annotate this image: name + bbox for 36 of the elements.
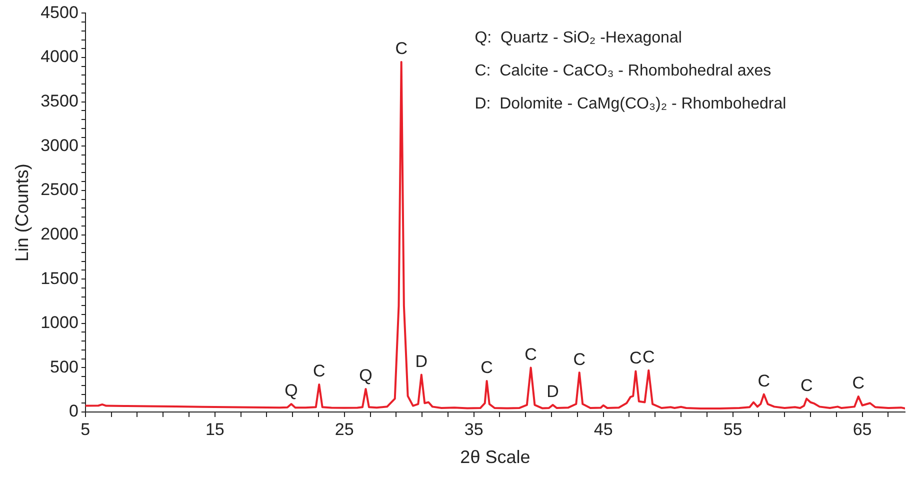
y-tick-label: 3000 — [40, 136, 78, 155]
y-tick-label: 4000 — [40, 47, 78, 66]
y-tick-label: 2000 — [40, 224, 78, 244]
y-tick-label: 3500 — [40, 92, 78, 111]
annotation: C: Calcite - CaCO₃ - Rhombohedral axes — [474, 62, 772, 80]
annotation: Q — [359, 366, 372, 386]
annotation: D — [415, 352, 428, 371]
y-tick-label: 1000 — [40, 313, 78, 332]
x-tick-label: 25 — [334, 420, 354, 439]
x-axis-title: 2θ Scale — [460, 447, 530, 468]
y-tick-label: 0 — [68, 402, 78, 421]
x-tick-label: 55 — [723, 420, 742, 439]
annotation: C — [758, 371, 770, 390]
x-tick-label: 15 — [205, 420, 224, 439]
annotation: C — [630, 348, 642, 368]
x-tick-label: 65 — [852, 420, 872, 439]
annotation: D: Dolomite - CaMg(CO₃)₂ - Rhombohedral — [474, 96, 786, 113]
annotation: C — [800, 376, 813, 395]
annotation: C — [573, 350, 586, 369]
y-tick-label: 500 — [50, 357, 78, 376]
annotation: C — [480, 358, 493, 378]
annotation: C — [524, 344, 537, 364]
annotation: Q — [284, 381, 298, 400]
annotation: C — [852, 374, 865, 393]
annotation: C — [395, 39, 408, 58]
annotation: Q: Quartz - SiO₂ -Hexagonal — [474, 30, 682, 47]
y-axis-title: Lin (Counts) — [12, 164, 32, 262]
annotation: D — [546, 382, 559, 402]
x-tick-label: 35 — [464, 420, 484, 439]
x-tick-label: 5 — [80, 420, 90, 439]
x-tick-label: 45 — [594, 420, 613, 439]
y-tick-label: 1500 — [40, 268, 78, 288]
annotation: C — [642, 348, 655, 367]
y-tick-label: 4500 — [40, 2, 78, 22]
annotation: C — [312, 362, 326, 381]
y-tick-label: 2500 — [40, 180, 78, 200]
